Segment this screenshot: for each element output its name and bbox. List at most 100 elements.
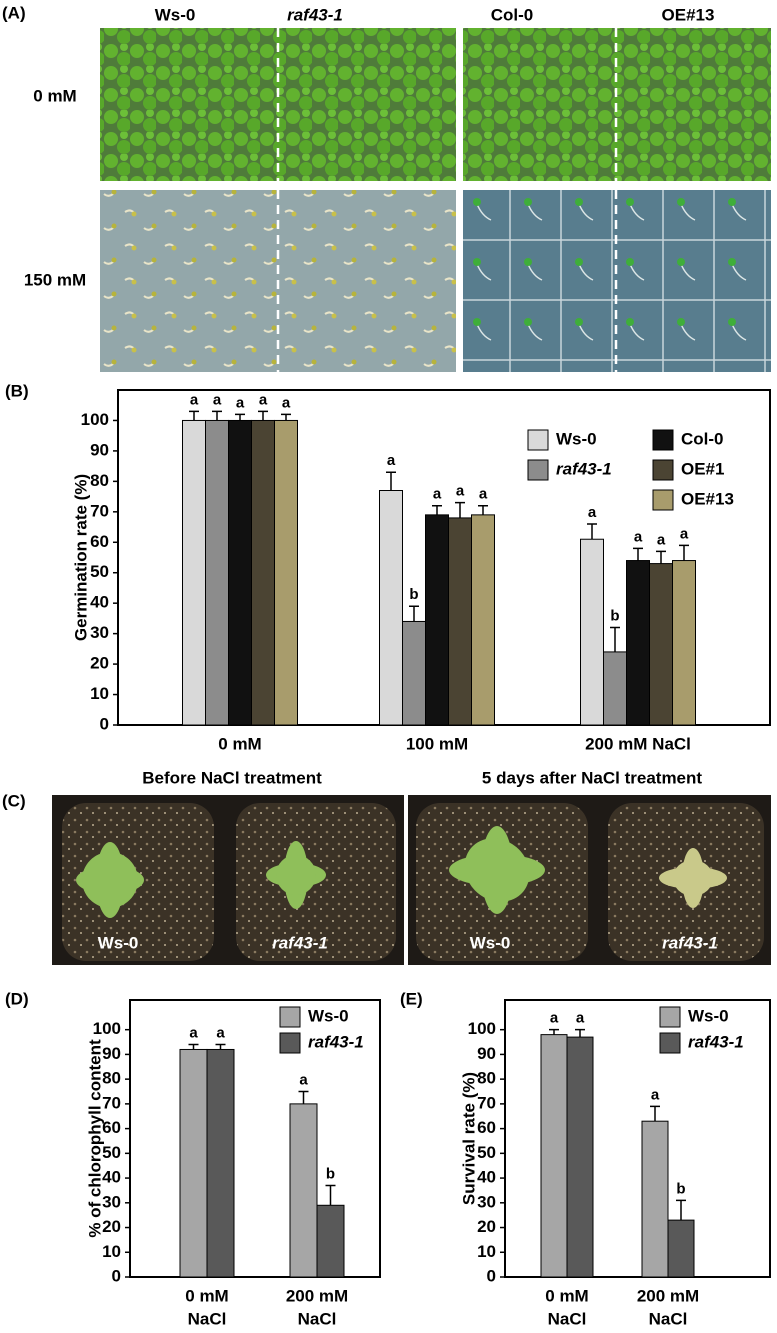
x-tick-label: 100 mM — [406, 734, 468, 753]
y-tick-label: 30 — [477, 1192, 496, 1211]
plant-label: raf43-1 — [662, 933, 718, 952]
significance-letter: a — [433, 486, 442, 503]
y-tick-label: 60 — [477, 1118, 496, 1137]
error-bar — [281, 413, 291, 421]
legend-swatch — [659, 1006, 681, 1028]
significance-letter: a — [634, 528, 643, 545]
y-tick-label: 40 — [102, 1168, 121, 1187]
x-tick-label: NaCl — [298, 1309, 337, 1328]
error-bar — [610, 626, 620, 652]
y-tick-label: 40 — [90, 593, 109, 612]
y-tick-label: 50 — [102, 1143, 121, 1162]
y-tick-label: 50 — [90, 562, 109, 581]
bar — [289, 1103, 318, 1278]
x-tick-label: NaCl — [649, 1309, 688, 1328]
bar — [667, 1219, 695, 1278]
y-tick-label: 80 — [477, 1069, 496, 1088]
error-bar — [432, 504, 442, 515]
error-bar — [455, 501, 465, 518]
y-tick-label: 80 — [102, 1069, 121, 1088]
y-tick-label: 10 — [102, 1242, 121, 1261]
bar — [626, 560, 650, 726]
bar — [566, 1036, 594, 1278]
legend-swatch — [527, 459, 549, 481]
legend-label: raf43-1 — [556, 459, 612, 478]
plot-frame — [504, 999, 771, 1278]
significance-letter: a — [387, 452, 396, 469]
plant-label: raf43-1 — [272, 933, 328, 952]
x-tick-label: 200 mM — [637, 1286, 699, 1305]
x-tick-label: 0 mM — [218, 734, 261, 753]
row-label: 0 mM — [33, 86, 76, 105]
photo-header: Before NaCl treatment — [142, 768, 322, 787]
error-bar — [549, 1028, 559, 1035]
significance-letter: b — [409, 586, 418, 603]
error-bar — [633, 547, 643, 561]
legend-swatch — [527, 429, 549, 451]
panel-label: (D) — [5, 989, 29, 1008]
row-label: 150 mM — [24, 270, 86, 289]
y-tick-label: 80 — [90, 471, 109, 490]
bar — [448, 517, 472, 726]
bar — [228, 419, 252, 726]
y-tick-label: 50 — [477, 1143, 496, 1162]
y-tick-label: 100 — [468, 1019, 496, 1038]
legend-swatch — [652, 459, 674, 481]
significance-letter: a — [216, 1024, 225, 1041]
significance-letter: a — [456, 483, 465, 500]
bar — [251, 419, 275, 726]
y-tick-label: 90 — [477, 1044, 496, 1063]
y-tick-label: 70 — [90, 501, 109, 520]
y-tick-label: 0 — [487, 1266, 496, 1285]
significance-letter: a — [190, 391, 199, 408]
y-tick-label: 20 — [90, 654, 109, 673]
bar — [580, 538, 604, 726]
significance-letter: a — [680, 525, 689, 542]
bar — [379, 490, 403, 726]
column-header: Ws-0 — [155, 5, 196, 24]
significance-letter: b — [676, 1180, 685, 1197]
y-tick-label: 20 — [477, 1217, 496, 1236]
bar — [672, 560, 696, 726]
y-tick-label: 10 — [477, 1242, 496, 1261]
significance-letter: a — [479, 486, 488, 503]
x-tick-label: 200 mM NaCl — [585, 734, 691, 753]
legend-label: raf43-1 — [688, 1032, 744, 1051]
error-bar — [679, 544, 689, 561]
y-tick-label: 20 — [102, 1217, 121, 1236]
significance-letter: a — [550, 1010, 559, 1027]
bar — [649, 563, 673, 726]
error-bar — [650, 1105, 660, 1122]
significance-letter: a — [213, 391, 222, 408]
significance-letter: a — [236, 394, 245, 411]
y-axis-label: Survival rate (%) — [459, 1072, 478, 1205]
error-bar — [325, 1184, 336, 1206]
bar — [206, 1048, 235, 1278]
y-tick-label: 60 — [90, 532, 109, 551]
bar — [425, 514, 449, 726]
significance-letter: a — [259, 391, 268, 408]
x-tick-label: 200 mM — [286, 1286, 348, 1305]
y-tick-label: 90 — [102, 1044, 121, 1063]
error-bar — [189, 410, 199, 421]
error-bar — [188, 1043, 199, 1050]
significance-letter: a — [576, 1010, 585, 1027]
error-bar — [258, 410, 268, 421]
rosette — [659, 848, 727, 908]
panel-label: (E) — [400, 989, 423, 1008]
bar — [179, 1048, 208, 1278]
significance-letter: b — [326, 1165, 335, 1182]
y-tick-label: 30 — [90, 623, 109, 642]
legend-label: raf43-1 — [308, 1032, 364, 1051]
legend-swatch — [652, 429, 674, 451]
y-tick-label: 100 — [93, 1019, 121, 1038]
y-tick-label: 30 — [102, 1192, 121, 1211]
legend-label: Ws-0 — [308, 1006, 349, 1025]
plot-frame — [129, 999, 381, 1278]
y-tick-label: 90 — [90, 440, 109, 459]
significance-letter: a — [657, 531, 666, 548]
x-tick-label: 0 mM — [185, 1286, 228, 1305]
x-tick-label: NaCl — [188, 1309, 227, 1328]
panel-label: (A) — [2, 3, 26, 22]
legend-swatch — [279, 1006, 301, 1028]
